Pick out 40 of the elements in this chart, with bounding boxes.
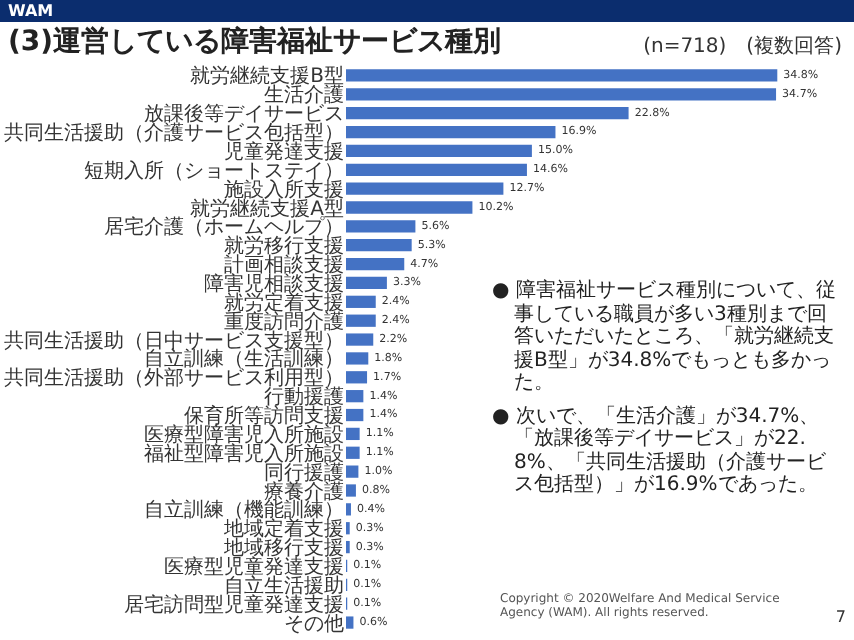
bar [346, 408, 364, 422]
bar [346, 182, 504, 195]
bar [346, 371, 368, 384]
bar [346, 314, 376, 327]
bar [346, 69, 778, 82]
y-tick-label: 就労定着支援 [224, 290, 344, 315]
text: WAM [0, 0, 854, 22]
y-tick-label: 児童発達支援 [224, 139, 344, 164]
y-tick-label: 福祉型障害児入所施設 [144, 441, 344, 466]
bar [346, 295, 376, 308]
y-tick-label: 医療型児童発達支援 [164, 554, 344, 579]
bar [346, 201, 473, 214]
bar [346, 125, 556, 139]
text: 7 [835, 608, 846, 626]
y-tick-label: 同行援護 [264, 460, 344, 485]
bar [346, 239, 412, 252]
bar [346, 333, 374, 346]
y-tick-label: 重度訪問介護 [224, 309, 344, 334]
bar [346, 390, 364, 403]
bar [346, 107, 629, 120]
bar [346, 616, 354, 629]
annotation: ● 次いで、「生活介護」が34.7%、「放課後等デイサービス」が22.8%、「共同生活援助（介護サービス包括型）」が16.9%であった。 [492, 405, 828, 497]
bar [346, 144, 532, 158]
bar [346, 465, 359, 478]
y-tick-label: 居宅訪問型児童発達支援 [124, 592, 344, 617]
chart-title: (3)運営している障害福祉サービス種別 [8, 24, 502, 60]
bar [346, 427, 360, 441]
bar [346, 352, 369, 365]
bar [346, 484, 356, 497]
bar [346, 88, 777, 101]
bar [346, 276, 387, 290]
bar [346, 257, 405, 271]
bar [346, 446, 360, 459]
y-tick-label: その他 [284, 611, 344, 636]
y-tick-label: 施設入所支援 [224, 177, 344, 202]
bar [346, 163, 527, 176]
text: (n=718) (複数回答) [643, 33, 842, 60]
annotation: ● 障害福祉サービス種別について、従事している職員が多い3種別まで回答いただいたところ、「就労継続支援B型」が34.8%でもっとも多かった。 [492, 280, 838, 395]
bar [346, 220, 416, 233]
y-tick-label: 障害児相談支援 [204, 271, 344, 296]
